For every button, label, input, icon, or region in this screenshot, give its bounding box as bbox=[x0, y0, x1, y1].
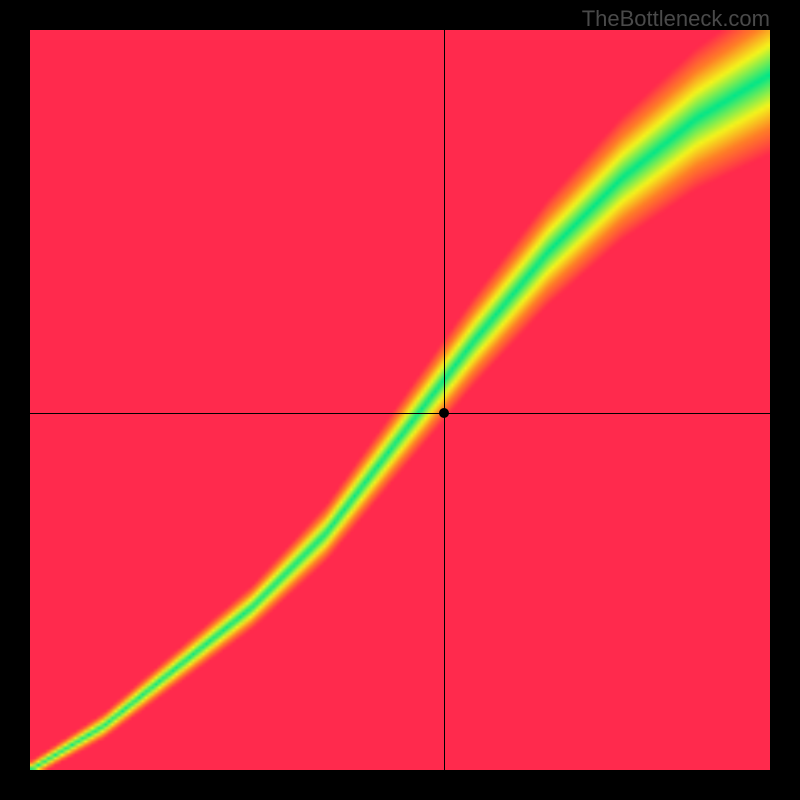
plot-area bbox=[30, 30, 770, 770]
crosshair-horizontal bbox=[30, 413, 770, 414]
watermark-text: TheBottleneck.com bbox=[582, 6, 770, 32]
selection-marker bbox=[439, 408, 449, 418]
crosshair-vertical bbox=[444, 30, 445, 770]
chart-container: TheBottleneck.com bbox=[0, 0, 800, 800]
bottleneck-heatmap bbox=[30, 30, 770, 770]
